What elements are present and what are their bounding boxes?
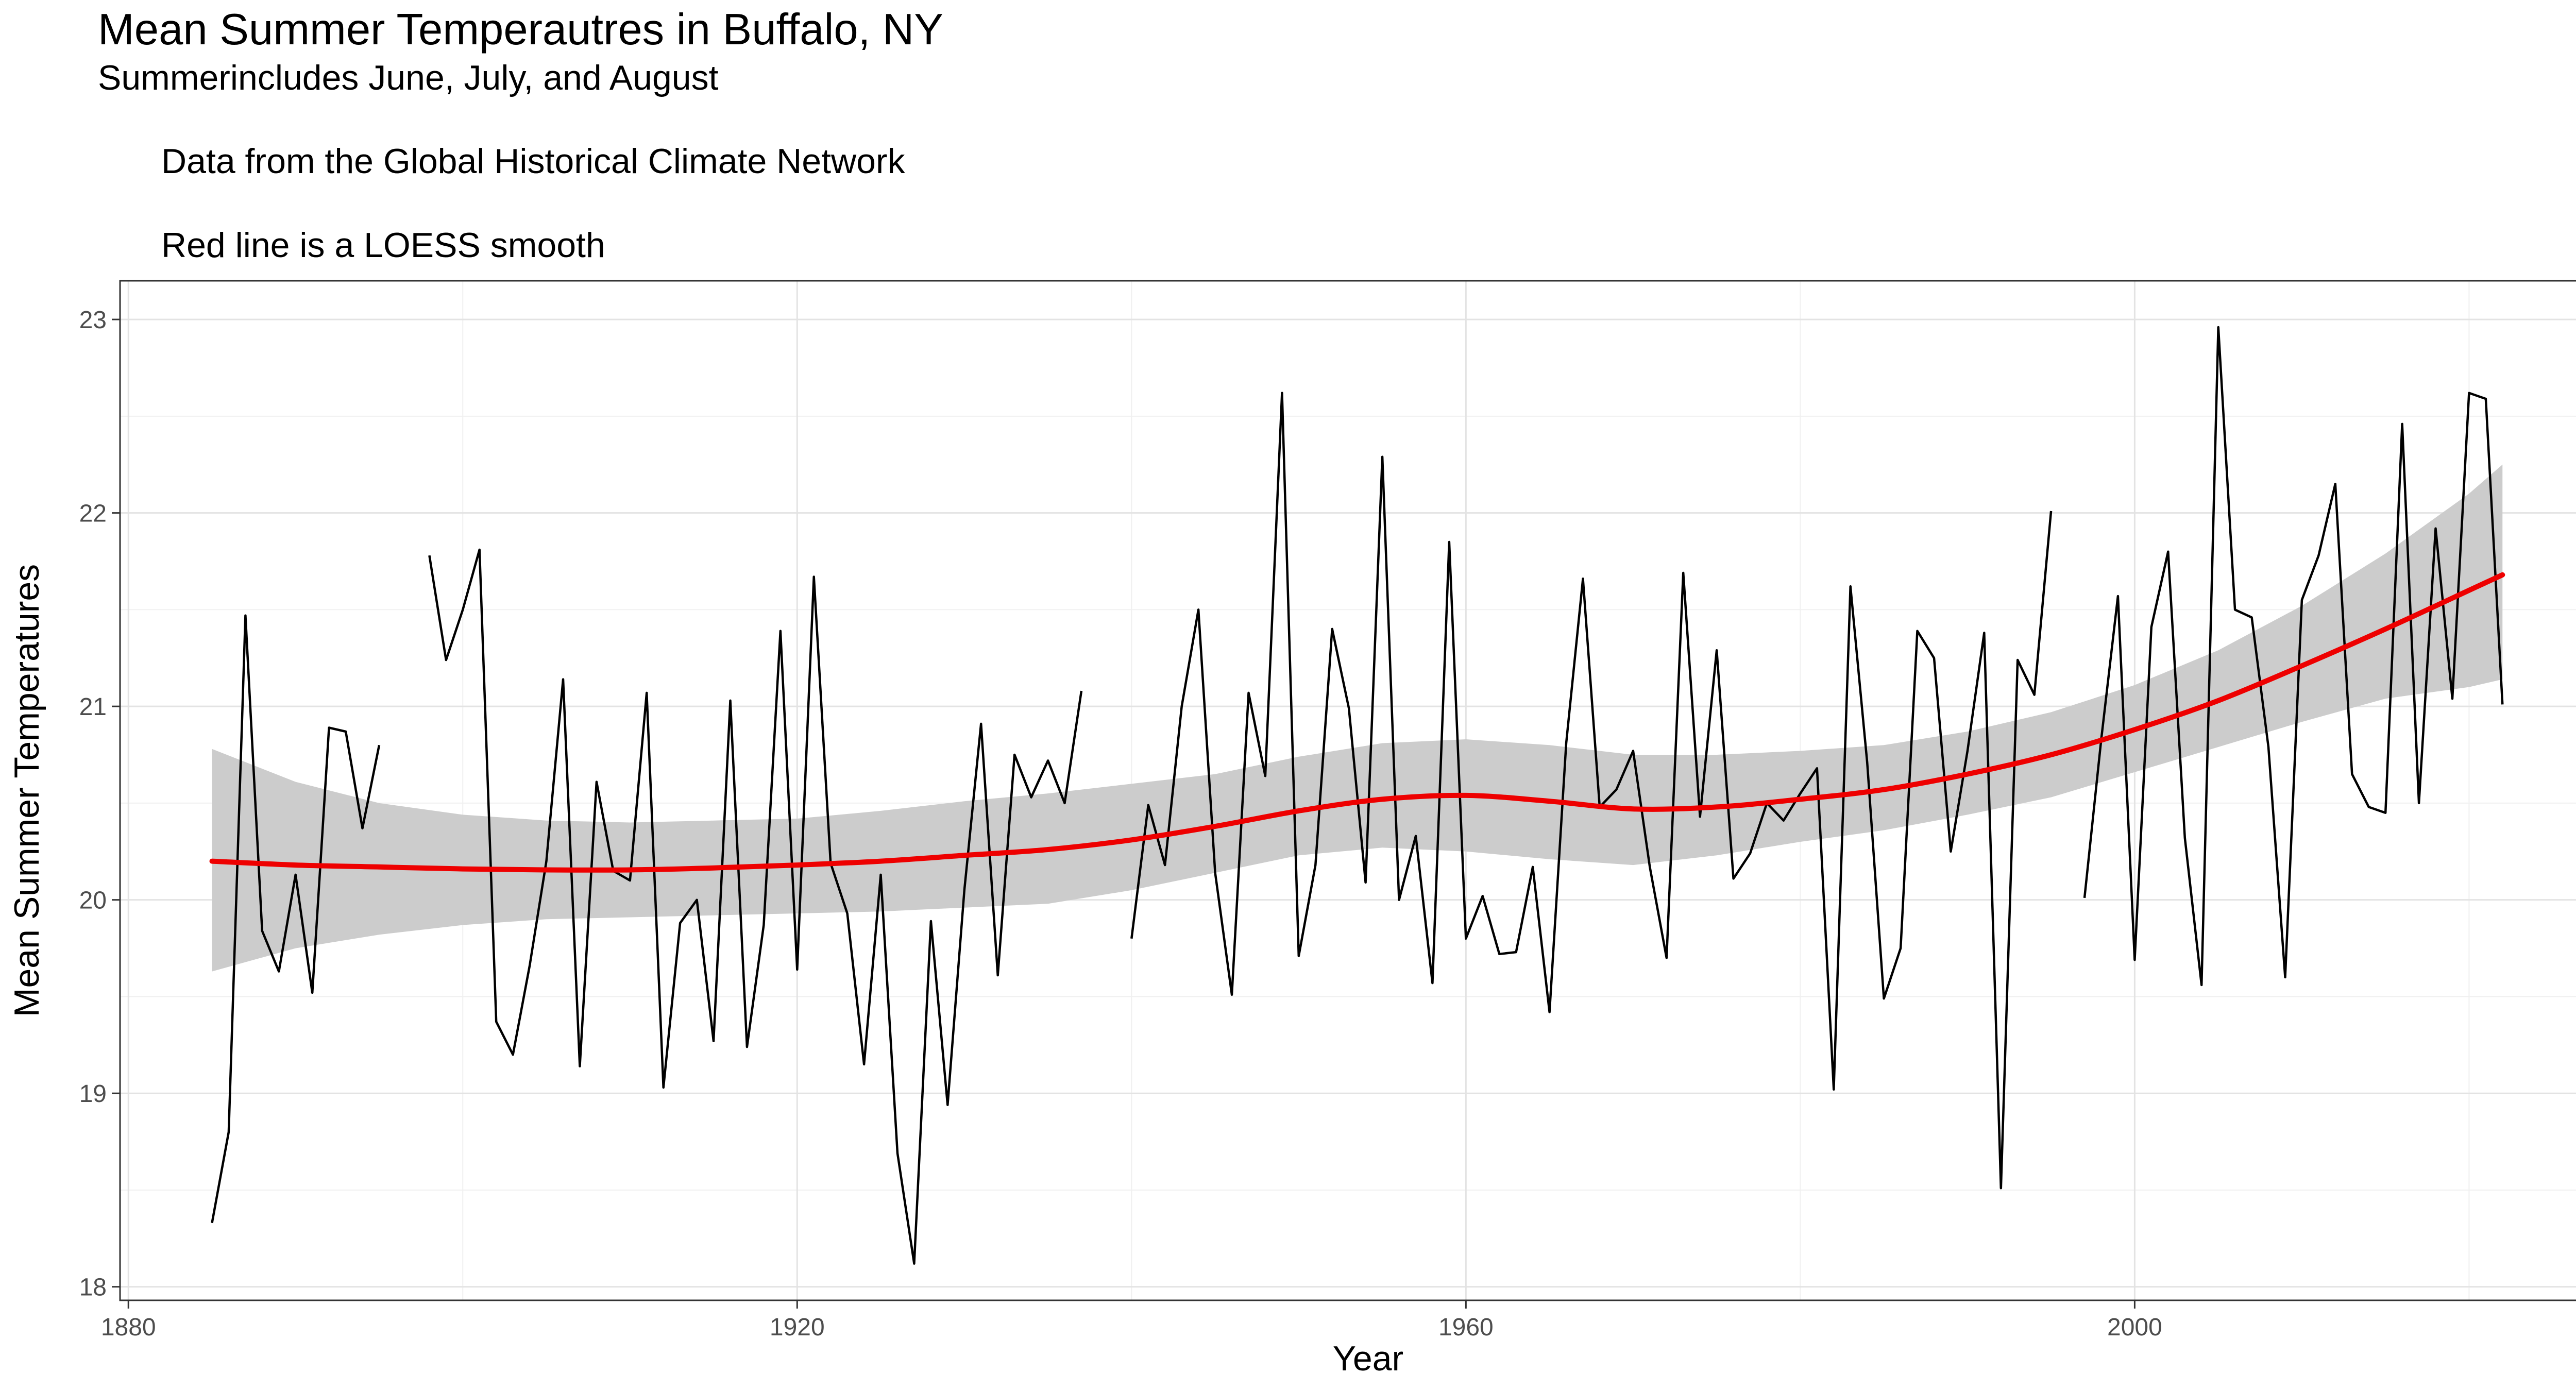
annotation-loess: Red line is a LOESS smooth: [161, 226, 605, 265]
x-tick-label: 2000: [2107, 1314, 2162, 1341]
observed-temperature-line: [1130, 392, 2053, 1190]
y-tick-label: 23: [79, 307, 107, 334]
loess-series-layer: [209, 572, 2505, 873]
y-tick-label: 19: [79, 1080, 107, 1108]
x-tick-label: 1920: [770, 1314, 825, 1341]
x-tick-label: 1960: [1438, 1314, 1494, 1341]
chart-subtitle: Summerincludes June, July, and August: [98, 58, 719, 97]
y-tick-label: 18: [79, 1274, 107, 1301]
annotation-data-source: Data from the Global Historical Climate …: [161, 142, 905, 181]
chart-title: Mean Summer Temperautres in Buffalo, NY: [98, 5, 943, 54]
x-tick-label: 1880: [101, 1314, 156, 1341]
y-axis: 18 19 20 21 22 23: [79, 307, 120, 1301]
confidence-band-layer: [212, 464, 2503, 972]
x-axis-title: Year: [1333, 1339, 1403, 1378]
loess-confidence-band: [212, 464, 2503, 972]
observed-series-layer: [211, 326, 2504, 1265]
y-tick-label: 22: [79, 500, 107, 528]
observed-temperature-line: [2083, 326, 2504, 987]
loess-smooth-line: [209, 572, 2505, 873]
x-axis: 1880 1920 1960 2000: [101, 1300, 2162, 1341]
y-tick-label: 21: [79, 693, 107, 721]
y-axis-title: Mean Summer Temperatures: [7, 564, 46, 1017]
y-tick-label: 20: [79, 887, 107, 914]
observed-temperature-line: [428, 548, 1083, 1265]
plot-panel-border: [119, 280, 2576, 1301]
